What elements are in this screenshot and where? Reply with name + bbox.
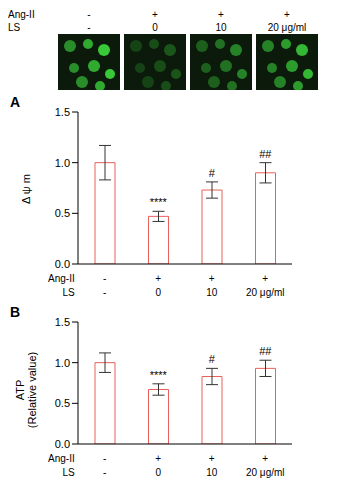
- svg-text:0.0: 0.0: [55, 258, 70, 270]
- html-text:20 μg/ml: 20 μg/ml: [267, 22, 307, 33]
- svg-text:-: -: [103, 273, 106, 284]
- svg-text:****: ****: [150, 369, 168, 381]
- svg-text:+: +: [155, 273, 161, 284]
- svg-text:20 μg/ml: 20 μg/ml: [246, 467, 285, 478]
- svg-text:#: #: [209, 353, 216, 365]
- svg-text:+: +: [155, 453, 161, 464]
- svg-text:****: ****: [150, 196, 168, 208]
- html-text:(Relative value): (Relative value): [26, 351, 38, 429]
- svg-text:1.5: 1.5: [55, 316, 70, 328]
- svg-text:##: ##: [259, 345, 272, 357]
- svg-text:0: 0: [155, 287, 161, 298]
- svg-text:1.5: 1.5: [55, 106, 70, 118]
- svg-text:#: #: [209, 167, 216, 179]
- svg-text:0: 0: [155, 467, 161, 478]
- html-text:Ang-II: Ang-II: [8, 9, 35, 20]
- svg-text:LS: LS: [63, 287, 76, 298]
- svg-text:1.0: 1.0: [55, 157, 70, 169]
- html-text:ATP: ATP: [14, 379, 26, 401]
- html-text:LS: LS: [8, 22, 21, 33]
- html-text:10: 10: [215, 22, 227, 33]
- svg-text:0.5: 0.5: [55, 397, 70, 409]
- html-text:B: B: [10, 304, 21, 320]
- svg-text:+: +: [209, 273, 215, 284]
- svg-text:-: -: [103, 453, 106, 464]
- svg-text:20 μg/ml: 20 μg/ml: [246, 287, 285, 298]
- html-text:Δ ψ m: Δ ψ m: [20, 174, 32, 204]
- svg-text:-: -: [103, 467, 106, 478]
- svg-text:LS: LS: [63, 467, 76, 478]
- svg-text:Ang-II: Ang-II: [48, 273, 75, 284]
- svg-text:0.5: 0.5: [55, 207, 70, 219]
- html-text:0: 0: [152, 22, 158, 33]
- html-text:A: A: [10, 94, 21, 110]
- svg-text:1.0: 1.0: [55, 357, 70, 369]
- svg-text:10: 10: [206, 467, 218, 478]
- svg-text:10: 10: [206, 287, 218, 298]
- svg-text:+: +: [209, 453, 215, 464]
- svg-text:+: +: [262, 273, 268, 284]
- svg-text:##: ##: [259, 148, 272, 160]
- svg-text:+: +: [262, 453, 268, 464]
- svg-text:-: -: [103, 287, 106, 298]
- svg-text:Ang-II: Ang-II: [48, 453, 75, 464]
- svg-text:0.0: 0.0: [55, 438, 70, 450]
